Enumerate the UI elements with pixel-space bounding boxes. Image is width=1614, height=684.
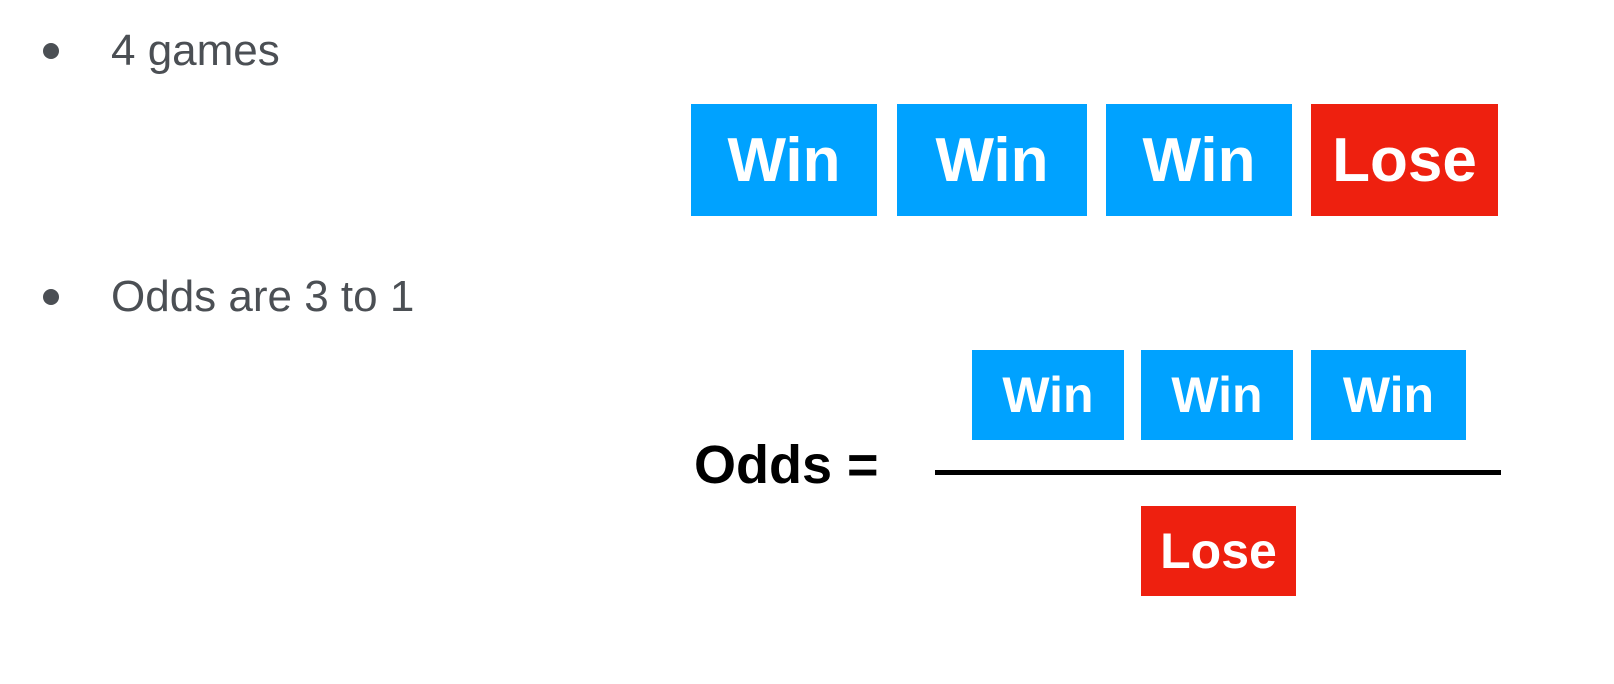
game-tile-win-1: Win bbox=[691, 104, 877, 216]
game-tile-win-2: Win bbox=[897, 104, 1087, 216]
odds-equals-label: Odds = bbox=[694, 435, 879, 495]
numerator-tile-win-1: Win bbox=[972, 350, 1124, 440]
game-tile-win-3: Win bbox=[1106, 104, 1292, 216]
bullet-dot-icon bbox=[43, 289, 59, 305]
numerator-tile-win-3: Win bbox=[1311, 350, 1466, 440]
bullet-text: Odds are 3 to 1 bbox=[111, 272, 415, 321]
bullet-text: 4 games bbox=[111, 26, 280, 75]
numerator-tile-win-2: Win bbox=[1141, 350, 1293, 440]
denominator-tile-lose: Lose bbox=[1141, 506, 1296, 596]
game-tile-lose: Lose bbox=[1311, 104, 1498, 216]
bullet-dot-icon bbox=[43, 43, 59, 59]
fraction-bar bbox=[935, 470, 1501, 475]
